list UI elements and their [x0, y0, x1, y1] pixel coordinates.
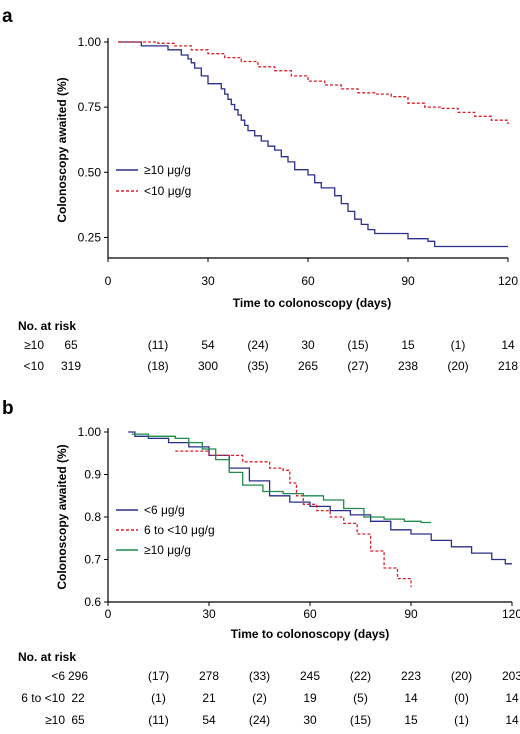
risk-cell: (24): [247, 338, 268, 352]
legend-label: <10 μg/g: [144, 184, 191, 198]
legend-label: 6 to <10 μg/g: [144, 523, 215, 537]
series-line-3: [131, 433, 432, 524]
legend-label: ≥10 μg/g: [144, 543, 191, 557]
risk-cell: 14: [404, 691, 418, 705]
x-tick-label: 90: [401, 274, 415, 288]
risk-cell: 203: [502, 669, 520, 683]
risk-cell: 319: [61, 359, 81, 373]
risk-cell: 223: [401, 669, 421, 683]
y-tick-label: 0.75: [78, 100, 102, 114]
series-line-1: [128, 431, 512, 565]
x-tick-label: 60: [303, 607, 317, 621]
risk-row-label: ≥10: [24, 338, 44, 352]
risk-cell: 15: [404, 713, 418, 727]
legend-label: <6 μg/g: [144, 503, 185, 517]
risk-cell: (0): [454, 691, 469, 705]
risk-cell: (15): [350, 713, 371, 727]
risk-cell: 14: [501, 338, 515, 352]
x-tick-label: 60: [301, 274, 315, 288]
risk-cell: 296: [68, 669, 88, 683]
risk-cell: (11): [148, 338, 168, 352]
x-tick-label: 30: [201, 274, 215, 288]
risk-cell: 218: [498, 359, 518, 373]
risk-row-label: <10: [24, 359, 45, 373]
risk-cell: 300: [198, 359, 218, 373]
x-tick-label: 0: [105, 607, 112, 621]
risk-table-header: No. at risk: [18, 650, 76, 664]
series-line-1: [118, 41, 508, 248]
risk-cell: (24): [249, 713, 270, 727]
x-tick-label: 30: [202, 607, 216, 621]
risk-cell: 15: [401, 338, 415, 352]
series-line-2: [175, 450, 412, 588]
risk-cell: (22): [350, 669, 371, 683]
risk-cell: (17): [148, 669, 169, 683]
risk-cell: (20): [451, 669, 472, 683]
risk-table-header: No. at risk: [18, 319, 76, 333]
risk-cell: 54: [201, 338, 215, 352]
risk-cell: 30: [303, 713, 317, 727]
risk-row-label: <6: [51, 669, 65, 683]
risk-cell: (15): [347, 338, 368, 352]
panel-letter: a: [2, 6, 13, 27]
panel-b: b 1.00 0.9 0.8 0.7 0.6 0 30 60 90 120 Time to colon…: [2, 398, 520, 727]
risk-cell: (18): [147, 359, 168, 373]
panel-a: a 1.00 0.75 0.50 0.25 0 30 60 90 120 Time to colon…: [2, 6, 518, 373]
risk-cell: 14: [505, 713, 519, 727]
risk-cell: (35): [247, 359, 268, 373]
risk-cell: (1): [454, 713, 469, 727]
series-line-2: [118, 41, 509, 125]
risk-cell: 54: [202, 713, 216, 727]
x-tick-label: 120: [498, 274, 518, 288]
x-tick-label: 90: [404, 607, 418, 621]
y-axis-title: Colonoscopy awaited (%): [55, 444, 69, 589]
risk-cell: 22: [71, 691, 85, 705]
y-tick-label: 0.7: [84, 553, 101, 567]
risk-cell: (5): [353, 691, 368, 705]
y-tick-label: 1.00: [78, 425, 102, 439]
risk-cell: (33): [249, 669, 270, 683]
y-tick-label: 1.00: [78, 35, 102, 49]
legend-label: ≥10 μg/g: [144, 163, 191, 177]
risk-cell: 30: [301, 338, 315, 352]
risk-cell: (1): [451, 338, 466, 352]
y-tick-label: 0.25: [78, 230, 102, 244]
y-tick-label: 0.50: [78, 165, 102, 179]
risk-row-label: ≥10: [45, 713, 65, 727]
risk-cell: 245: [300, 669, 320, 683]
x-axis-title: Time to colonoscopy (days): [233, 296, 391, 310]
risk-cell: 19: [303, 691, 317, 705]
risk-cell: 21: [202, 691, 216, 705]
y-tick-label: 0.9: [84, 468, 101, 482]
risk-cell: 265: [298, 359, 318, 373]
risk-cell: (2): [252, 691, 267, 705]
x-axis-title: Time to colonoscopy (days): [231, 627, 389, 641]
y-tick-label: 0.8: [84, 510, 101, 524]
risk-cell: 65: [64, 338, 78, 352]
risk-cell: 65: [71, 713, 85, 727]
y-axis-title: Colonoscopy awaited (%): [55, 77, 69, 222]
risk-cell: (27): [347, 359, 368, 373]
y-tick-label: 0.6: [84, 595, 101, 609]
risk-cell: 14: [505, 691, 519, 705]
panel-letter: b: [2, 398, 14, 419]
risk-cell: 278: [199, 669, 219, 683]
risk-row-label: 6 to <10: [21, 691, 65, 705]
x-tick-label: 120: [502, 607, 520, 621]
risk-cell: 238: [398, 359, 418, 373]
risk-cell: (20): [447, 359, 468, 373]
risk-cell: (1): [151, 691, 166, 705]
risk-cell: (11): [148, 713, 168, 727]
x-tick-label: 0: [105, 274, 112, 288]
